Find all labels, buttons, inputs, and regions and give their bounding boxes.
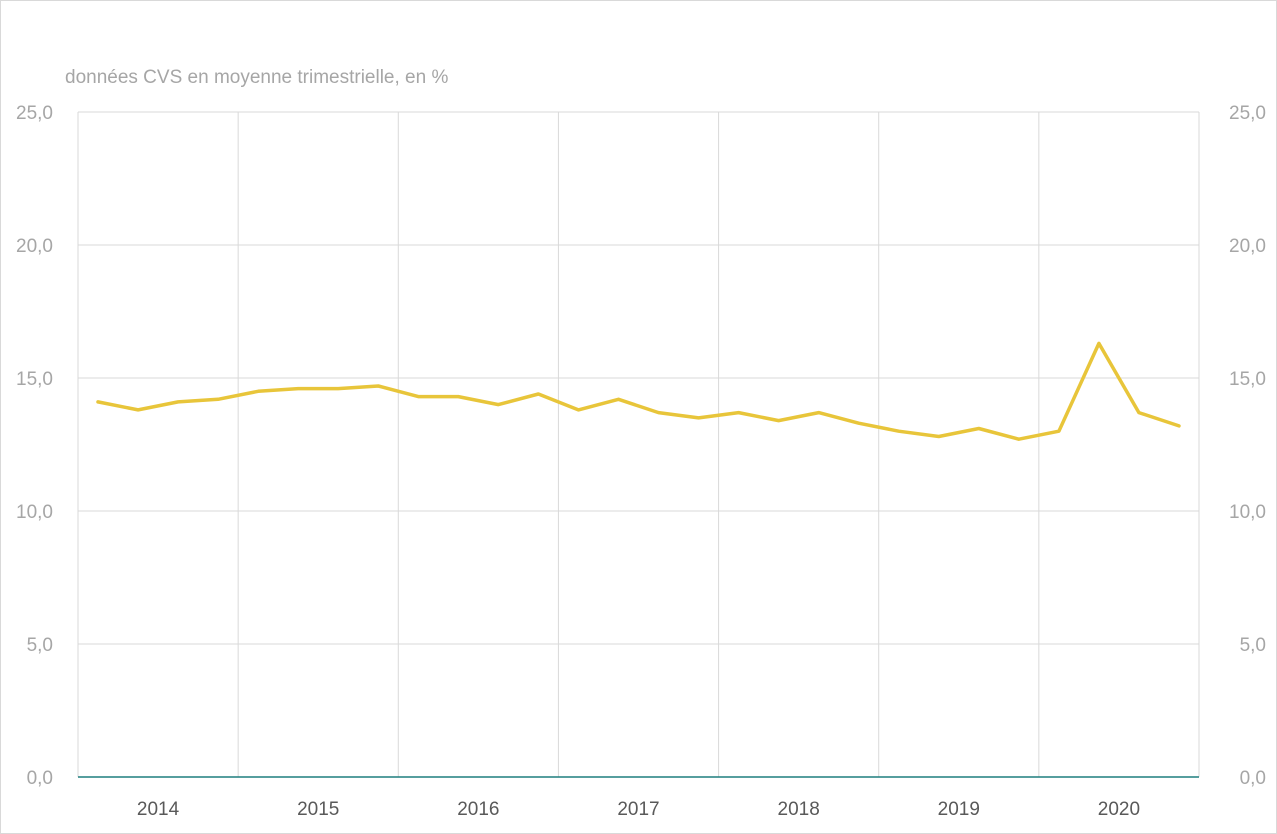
y-tick-label-right: 10,0 (1229, 502, 1266, 523)
y-tick-label-left: 15,0 (16, 369, 53, 390)
y-tick-label-left: 25,0 (16, 103, 53, 124)
x-tick-label: 2014 (137, 799, 180, 820)
y-tick-label-right: 20,0 (1229, 236, 1266, 257)
x-tick-label: 2019 (938, 799, 980, 820)
y-axis-left: 0,0 5,0 10,0 15,0 20,0 25,0 (16, 103, 53, 789)
series-group (96, 341, 1181, 441)
x-tick-label: 2016 (457, 799, 499, 820)
series-line (96, 341, 1181, 441)
y-tick-label-left: 10,0 (16, 502, 53, 523)
y-tick-label-right: 15,0 (1229, 369, 1266, 390)
y-tick-label-left: 0,0 (27, 768, 53, 789)
unit-label: données CVS en moyenne trimestrielle, en… (65, 67, 448, 88)
y-tick-label-right: 25,0 (1229, 103, 1266, 124)
gridlines (77, 111, 1200, 777)
x-tick-label: 2015 (297, 799, 339, 820)
y-tick-label-right: 5,0 (1240, 635, 1266, 656)
y-tick-label-right: 0,0 (1240, 768, 1266, 789)
x-tick-label: 2020 (1098, 799, 1140, 820)
y-axis-right: 0,0 5,0 10,0 15,0 20,0 25,0 (1229, 103, 1266, 789)
x-axis: 2014 2015 2016 2017 2018 2019 2020 (137, 799, 1140, 820)
y-tick-label-left: 20,0 (16, 236, 53, 257)
x-tick-label: 2018 (778, 799, 820, 820)
x-tick-label: 2017 (617, 799, 659, 820)
y-tick-label-left: 5,0 (27, 635, 53, 656)
